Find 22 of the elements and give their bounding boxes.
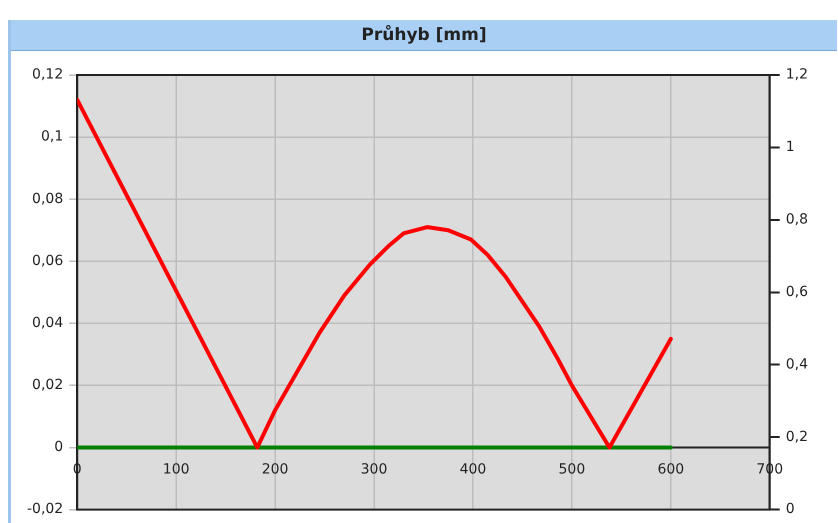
y2-tick-label: 1 — [786, 139, 795, 156]
y-tick-label: 0,02 — [32, 377, 64, 394]
y-tick-label: 0,08 — [32, 190, 64, 207]
x-tick-label: 100 — [162, 462, 190, 478]
y-tick-label: 0,12 — [32, 66, 64, 83]
y2-tick-label: 0,6 — [786, 284, 808, 300]
x-tick-label: 500 — [558, 462, 586, 478]
y-tick-label: 0,06 — [32, 252, 64, 269]
chart-title: Průhyb [mm] — [11, 20, 837, 51]
y2-tick-label: 0,8 — [786, 212, 808, 228]
y-tick-label: 0,04 — [32, 314, 64, 331]
x-tick-label: 600 — [657, 462, 684, 478]
y2-tick-label: 0,2 — [786, 428, 808, 445]
x-tick-label: 200 — [262, 462, 288, 478]
y-tick-label: -0,02 — [26, 501, 64, 518]
y2-tick-label: 1,2 — [786, 66, 808, 83]
y2-tick-label: 0,4 — [786, 356, 808, 372]
y2-tick-label: 0 — [786, 501, 795, 518]
y-tick-label: 0,1 — [40, 128, 64, 145]
x-tick-label: 400 — [460, 462, 486, 478]
y-tick-label: 0 — [54, 439, 64, 456]
x-tick-label: 300 — [360, 462, 388, 478]
